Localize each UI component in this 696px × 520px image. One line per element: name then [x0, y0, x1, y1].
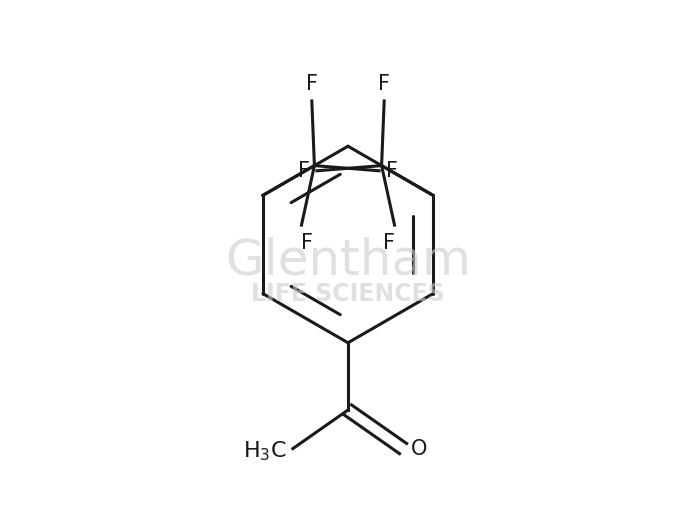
Text: LIFE SCIENCES: LIFE SCIENCES: [251, 282, 445, 306]
Text: F: F: [378, 74, 390, 94]
Text: O: O: [411, 438, 427, 459]
Text: $\mathsf{H_3C}$: $\mathsf{H_3C}$: [243, 439, 287, 463]
Text: F: F: [306, 74, 318, 94]
Text: Glentham: Glentham: [225, 236, 471, 284]
Text: F: F: [298, 161, 310, 181]
Text: F: F: [383, 233, 395, 253]
Text: F: F: [301, 233, 313, 253]
Text: F: F: [386, 161, 398, 181]
